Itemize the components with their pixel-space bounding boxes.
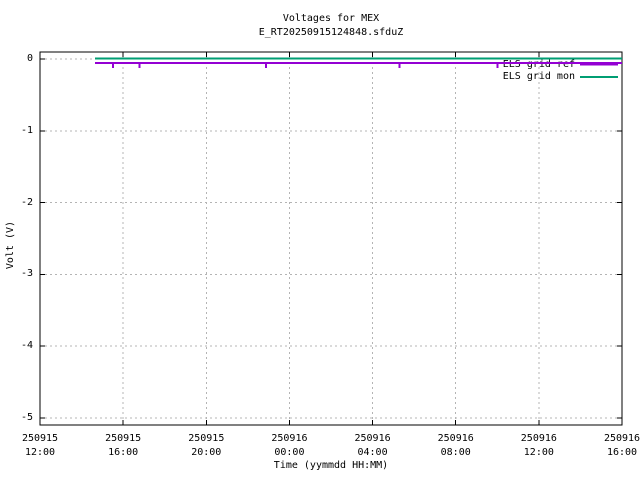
y-tick-label: 0 [26, 53, 33, 65]
legend-label-els-grid-ref: ELS grid ref [502, 59, 575, 70]
series-line-els-grid-ref [95, 61, 622, 68]
x-tick-label: 250915 20:00 [188, 433, 225, 458]
x-tick-label: 250916 04:00 [354, 433, 391, 458]
y-tick-label: -2 [20, 196, 33, 208]
x-tick-label: 250915 12:00 [21, 433, 59, 458]
x-axis-label: Time (yymmdd HH:MM) [273, 460, 389, 471]
y-tick-label: -4 [20, 340, 33, 352]
y-tick-label: -3 [20, 268, 33, 280]
x-tick-label: 250916 08:00 [437, 433, 474, 458]
y-tick-label: -1 [20, 124, 33, 136]
y-tick-label: -5 [20, 411, 33, 423]
x-tick-label: 250916 12:00 [520, 433, 557, 458]
x-tick-label: 250916 16:00 [603, 433, 640, 458]
plot-border [39, 51, 623, 426]
y-axis-label: Volt (V) [5, 220, 16, 270]
x-tick-label: 250916 00:00 [271, 433, 308, 458]
legend-label-els-grid-mon: ELS grid mon [502, 71, 575, 82]
chart-title: Voltages for MEX [282, 13, 380, 24]
x-tick-label: 250915 16:00 [105, 433, 142, 458]
chart-subtitle: E_RT20250915124848.sfduZ [258, 27, 404, 38]
